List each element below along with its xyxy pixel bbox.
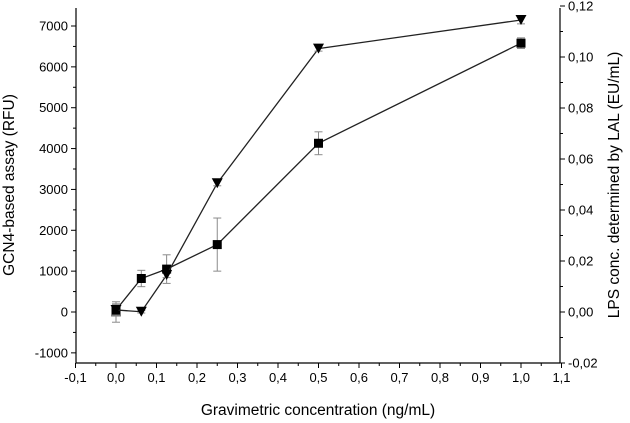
- right-y-axis-ticks: -0,02 0,00 0,02 0,04 0,06 0,08 0,10 0,12: [560, 0, 598, 371]
- y2-tick-label: 0,02: [568, 254, 593, 269]
- left-y-axis-title: GCN4-based assay (RFU): [1, 94, 18, 276]
- right-y-axis-title: LPS conc. determined by LAL (EU/mL): [606, 52, 623, 319]
- data-point-triangle: [313, 43, 324, 54]
- x-tick-label: 0,6: [350, 370, 368, 385]
- y-tick-label: -1000: [35, 345, 68, 360]
- y-tick-label: 7000: [39, 19, 68, 34]
- x-tick-label: 1,1: [552, 370, 570, 385]
- plot-frame: [75, 8, 561, 364]
- y-tick-label: 4000: [39, 141, 68, 156]
- data-point-triangle: [161, 270, 173, 281]
- series-layer: [110, 15, 527, 323]
- x-axis-title: Gravimetric concentration (ng/mL): [201, 402, 435, 419]
- y2-tick-label: -0,02: [568, 356, 598, 371]
- data-point-square: [162, 264, 172, 274]
- y2-tick-label: 0,12: [568, 0, 593, 14]
- x-tick-label: 0,8: [431, 370, 449, 385]
- left-y-axis-ticks: -1000 0 1000 2000 3000 4000 5000 6000 7000: [35, 19, 76, 360]
- x-tick-label: 0,5: [309, 370, 327, 385]
- x-tick-label: 0,4: [269, 370, 287, 385]
- data-point-square: [516, 38, 526, 48]
- x-tick-label: 0,2: [188, 370, 206, 385]
- y-tick-label: 3000: [39, 182, 68, 197]
- series-square: [111, 37, 526, 323]
- x-tick-label: 0,0: [107, 370, 125, 385]
- y2-tick-label: 0,06: [568, 152, 593, 167]
- y2-tick-label: 0,00: [568, 305, 593, 320]
- y-tick-label: 5000: [39, 100, 68, 115]
- data-point-triangle: [135, 306, 147, 317]
- y-tick-label: 0: [61, 305, 68, 320]
- data-point-square: [136, 273, 146, 283]
- x-tick-label: 0,1: [147, 370, 165, 385]
- y-tick-label: 2000: [39, 223, 68, 238]
- y2-tick-label: 0,04: [568, 203, 593, 218]
- series-line: [115, 19, 522, 313]
- series-triangle-down: [110, 15, 527, 317]
- y-tick-label: 6000: [39, 59, 68, 74]
- x-tick-label: 1,0: [512, 370, 530, 385]
- y2-tick-label: 0,10: [568, 50, 593, 65]
- data-point-triangle: [211, 178, 223, 189]
- x-tick-label: -0,1: [64, 370, 86, 385]
- data-point-square: [314, 138, 323, 148]
- x-tick-label: 0,7: [390, 370, 408, 385]
- y2-tick-label: 0,08: [568, 101, 593, 116]
- y-tick-label: 1000: [39, 264, 68, 279]
- data-point-triangle: [515, 15, 527, 26]
- data-point-square: [212, 240, 222, 250]
- data-point-triangle: [110, 304, 122, 315]
- series-line: [115, 42, 522, 312]
- x-tick-label: 0,3: [228, 370, 246, 385]
- x-axis-ticks: -0,1 0,0 0,1 0,2 0,3 0,4 0,5 0,6 0,7 0,8 0,9 1,0 1,1: [64, 363, 571, 385]
- x-tick-label: 0,9: [471, 370, 489, 385]
